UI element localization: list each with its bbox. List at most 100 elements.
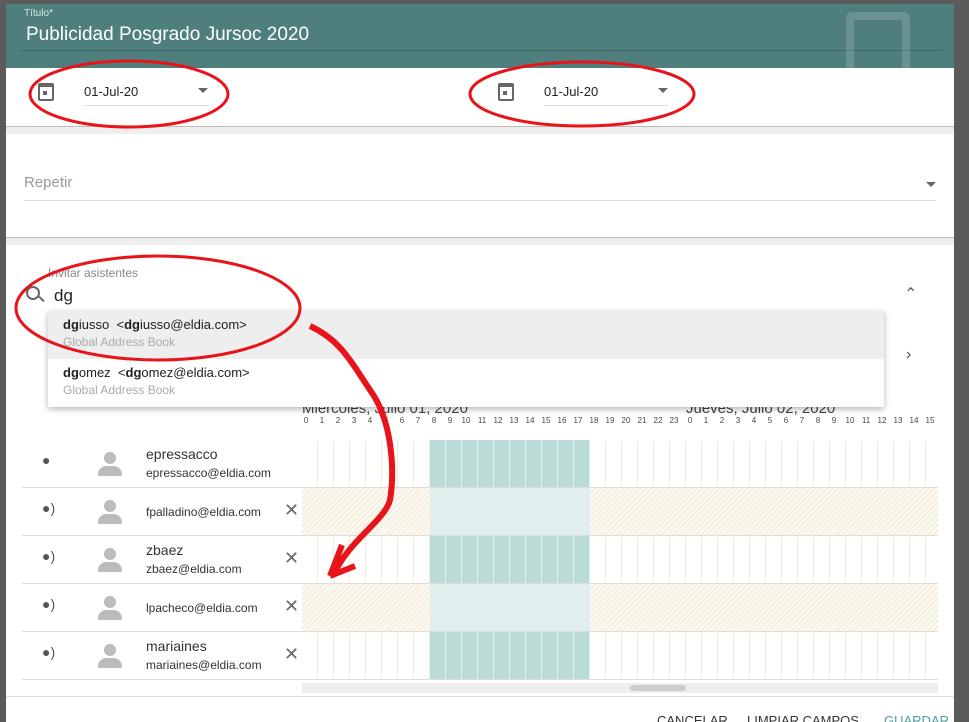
title-input[interactable]: Publicidad Posgrado Jursoc 2020 — [26, 24, 310, 45]
dropdown-arrow-icon — [198, 88, 208, 98]
hour-label: 11 — [861, 416, 871, 425]
match: dg — [124, 317, 140, 332]
section-divider — [6, 126, 954, 134]
hour-label: 20 — [621, 416, 631, 425]
hour-label: 3 — [735, 416, 741, 425]
hour-label: 1 — [703, 416, 709, 425]
attendee-name: zbaez — [146, 542, 184, 558]
attendee-email: epressacco@eldia.com — [146, 466, 271, 480]
hour-label: 5 — [767, 416, 773, 425]
hour-label: 21 — [637, 416, 647, 425]
dialog-header: Título* Publicidad Posgrado Jursoc 2020 — [6, 4, 954, 76]
hour-label: 6 — [399, 416, 405, 425]
hour-label: 13 — [509, 416, 519, 425]
save-button[interactable]: GUARDAR — [884, 713, 950, 722]
start-date-field[interactable]: 01-Jul-20 — [38, 78, 208, 106]
suggestion-dropdown: dgiusso <dgiusso@eldia.com> Global Addre… — [48, 311, 884, 407]
event-block — [430, 584, 590, 631]
availability-row — [302, 632, 938, 680]
chevron-right-icon[interactable]: › — [906, 346, 912, 363]
person-voice-icon: ●) — [42, 596, 56, 612]
hour-label: 22 — [653, 416, 663, 425]
attendee-email: fpalladino@eldia.com — [146, 505, 261, 519]
hour-label: 19 — [605, 416, 615, 425]
clear-fields-button[interactable]: LIMPIAR CAMPOS — [747, 713, 859, 722]
title-underline — [20, 50, 942, 51]
email-rest: iusso@eldia.com> — [139, 317, 247, 332]
availability-row — [302, 584, 938, 632]
hour-label: 9 — [831, 416, 837, 425]
event-dialog: Título* Publicidad Posgrado Jursoc 2020 … — [6, 4, 954, 722]
suggestion-item[interactable]: dgomez <dgomez@eldia.com> Global Address… — [48, 359, 884, 407]
event-block — [430, 488, 590, 535]
invite-label: Invitar asistentes — [48, 266, 139, 280]
event-block — [430, 440, 590, 487]
match: dg — [63, 317, 79, 332]
remove-attendee-icon[interactable]: ✕ — [284, 644, 300, 664]
calendar-icon — [498, 83, 514, 101]
dropdown-arrow-icon — [926, 182, 936, 192]
hour-label: 14 — [525, 416, 535, 425]
hour-label: 17 — [573, 416, 583, 425]
end-date-select[interactable]: 01-Jul-20 — [544, 78, 668, 106]
section-divider — [6, 237, 954, 245]
calendar-decoration-icon — [846, 12, 910, 76]
event-block — [430, 632, 590, 679]
availability-grid: Miercoles, Julio 01, 2020 Jueves, Julio … — [302, 400, 938, 680]
person-voice-icon: ●) — [42, 548, 56, 564]
match: dg — [125, 365, 142, 380]
cancel-button[interactable]: CANCELAR — [657, 713, 728, 722]
hour-label: 4 — [751, 416, 757, 425]
remove-attendee-icon[interactable]: ✕ — [284, 596, 300, 616]
suggestion-item[interactable]: dgiusso <dgiusso@eldia.com> Global Addre… — [48, 311, 884, 359]
avatar — [96, 450, 124, 478]
bracket: < — [116, 317, 125, 332]
remove-attendee-icon[interactable]: ✕ — [284, 500, 300, 520]
hour-label: 3 — [351, 416, 357, 425]
hour-label: 5 — [383, 416, 389, 425]
start-date-select[interactable]: 01-Jul-20 — [84, 78, 208, 106]
hour-label: 16 — [557, 416, 567, 425]
person-icon: ● — [42, 452, 51, 468]
repeat-select[interactable]: Repetir — [24, 174, 936, 201]
horizontal-scrollbar[interactable] — [302, 683, 938, 693]
person-voice-icon: ●) — [42, 644, 56, 660]
availability-row — [302, 536, 938, 584]
hour-label: 8 — [431, 416, 437, 425]
hour-label: 15 — [541, 416, 551, 425]
title-label: Título* — [24, 8, 53, 19]
hour-label: 4 — [367, 416, 373, 425]
hour-label: 10 — [845, 416, 855, 425]
avatar — [96, 546, 124, 574]
hour-label: 15 — [925, 416, 935, 425]
attendee-name: epressacco — [146, 446, 218, 462]
dropdown-arrow-icon — [658, 88, 668, 98]
suggestion-source: Global Address Book — [63, 335, 176, 349]
hour-label: 1 — [319, 416, 325, 425]
hour-label: 7 — [799, 416, 805, 425]
attendee-name: mariaines — [146, 638, 207, 654]
end-date-field[interactable]: 01-Jul-20 — [498, 78, 668, 106]
availability-row — [302, 440, 938, 488]
hour-label: 12 — [493, 416, 503, 425]
hour-label: 9 — [447, 416, 453, 425]
hour-label: 8 — [815, 416, 821, 425]
avatar — [96, 642, 124, 670]
calendar-icon — [38, 83, 54, 101]
end-date-value: 01-Jul-20 — [544, 84, 599, 99]
hour-label: 23 — [669, 416, 679, 425]
avatar — [96, 594, 124, 622]
hour-label: 10 — [461, 416, 471, 425]
scrollbar-thumb[interactable] — [630, 685, 686, 691]
match: dg — [63, 365, 79, 380]
availability-row — [302, 488, 938, 536]
chevron-up-icon[interactable]: ⌃ — [904, 286, 918, 303]
hour-label: 7 — [415, 416, 421, 425]
name-rest: iusso — [78, 317, 110, 332]
person-voice-icon: ●) — [42, 500, 56, 516]
remove-attendee-icon[interactable]: ✕ — [284, 548, 300, 568]
hour-label: 0 — [303, 416, 309, 425]
invite-input[interactable]: dg — [54, 286, 73, 305]
dialog-footer: CANCELAR LIMPIAR CAMPOS GUARDAR — [6, 696, 954, 722]
hour-label: 6 — [783, 416, 789, 425]
